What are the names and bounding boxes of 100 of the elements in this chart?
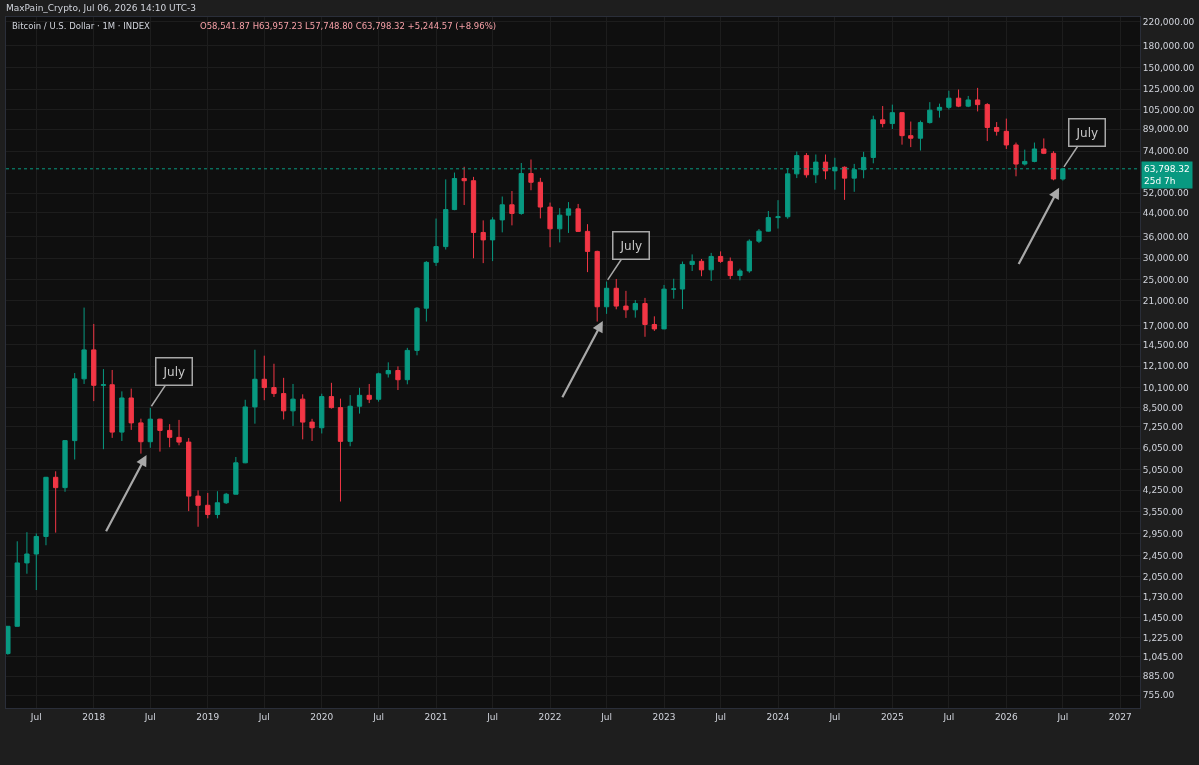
candlestick (195, 489, 201, 528)
candlestick (565, 201, 572, 234)
candlestick (984, 102, 990, 142)
y-tick-label: 52,000.00 (1142, 188, 1189, 199)
x-tick-label: Jul (257, 711, 270, 722)
candlestick (480, 219, 486, 264)
candlestick (584, 223, 591, 273)
candlestick (233, 456, 239, 495)
candlestick (347, 394, 353, 447)
y-tick-label: 89,000.00 (1142, 124, 1189, 135)
candlestick (356, 387, 363, 415)
y-tick-label: 3,550.00 (1142, 506, 1184, 517)
candlestick (994, 121, 1000, 137)
candlestick (157, 418, 163, 453)
candlestick (775, 199, 781, 230)
y-tick-label: 8,500.00 (1142, 403, 1184, 414)
annotation: July (619, 238, 643, 253)
candlestick (461, 166, 467, 206)
candlestick (53, 470, 59, 534)
candlestick (366, 383, 372, 404)
candlestick (803, 152, 810, 179)
y-tick-label: 21,000.00 (1142, 295, 1189, 306)
x-tick-label: Jul (29, 711, 42, 722)
y-tick-label: 1,045.00 (1142, 651, 1184, 662)
candlestick (927, 101, 933, 125)
candlestick (186, 437, 192, 512)
y-tick-label: 1,730.00 (1142, 591, 1184, 602)
candlestick (1013, 142, 1019, 177)
x-tick-label: 2023 (652, 711, 676, 722)
candlestick (109, 369, 115, 439)
x-tick-label: 2019 (196, 711, 220, 722)
candlestick (613, 278, 619, 310)
y-tick-label: 2,050.00 (1142, 571, 1184, 582)
y-tick-label: 1,225.00 (1142, 632, 1184, 643)
candlestick (1003, 118, 1009, 150)
candlestick (717, 250, 724, 264)
x-tick-label: Jul (1056, 711, 1069, 722)
y-tick-label: 180,000.00 (1142, 40, 1195, 51)
y-tick-label: 10,100.00 (1142, 382, 1189, 393)
candlestick (917, 120, 924, 152)
y-tick-label: 12,100.00 (1142, 361, 1189, 372)
annotation: O58,541.87 H63,957.23 L57,748.80 C63,798.32 +5,244.57 (+8.96%) (200, 21, 497, 31)
candlestick (489, 216, 496, 262)
candlestick (822, 154, 829, 180)
x-tick-label: Jul (600, 711, 612, 722)
y-tick-label: 30,000.00 (1142, 253, 1189, 264)
candlestick (594, 250, 600, 323)
y-tick-label: 150,000.00 (1142, 62, 1195, 73)
candlestick (138, 418, 144, 455)
x-tick-label: 2018 (82, 711, 106, 722)
candlestick (91, 323, 97, 402)
annotation: July (162, 364, 186, 379)
x-tick-label: 2027 (1108, 711, 1132, 722)
candlestick (737, 268, 743, 281)
candlestick (765, 210, 771, 233)
candlestick (632, 299, 638, 319)
y-tick-label: 220,000.00 (1142, 17, 1195, 28)
x-tick-label: Jul (372, 711, 385, 722)
candlestick (81, 307, 87, 385)
candlestick (974, 87, 981, 112)
x-tick-label: 2025 (880, 711, 904, 722)
x-tick-label: Jul (942, 711, 955, 722)
candlestick (147, 407, 153, 449)
candlestick (423, 260, 430, 323)
candlestick (176, 419, 182, 446)
x-tick-label: 2021 (424, 711, 448, 722)
candlestick (841, 165, 848, 201)
candlestick (214, 490, 221, 519)
candlestick (1041, 137, 1047, 155)
candlestick (375, 372, 382, 403)
candlestick (509, 190, 515, 226)
candlestick (271, 363, 277, 398)
candlestick (414, 306, 420, 356)
candlestick (433, 218, 439, 267)
candlestick (300, 393, 306, 440)
candlestick (756, 228, 762, 244)
candlestick (328, 382, 335, 410)
y-tick-label: 25,000.00 (1142, 275, 1189, 286)
candlestick (603, 281, 610, 315)
candlestick (443, 178, 449, 251)
x-tick-label: Jul (828, 711, 841, 722)
candlestick (223, 492, 229, 505)
candlestick (575, 203, 581, 233)
candlestick (547, 202, 553, 248)
candlestick (62, 439, 68, 493)
candlestick (698, 258, 705, 277)
candlestick (880, 105, 886, 128)
candlestick (43, 476, 49, 546)
candlestick (395, 365, 401, 391)
candlestick (746, 238, 752, 274)
ref-line-label: 63,798.32 25d 7h (1144, 164, 1190, 186)
candlestick (899, 111, 905, 146)
candlestick (623, 290, 629, 319)
y-tick-label: 885.00 (1142, 671, 1175, 682)
candlestick (24, 531, 30, 575)
candlestick (689, 253, 695, 272)
candlestick (14, 540, 20, 627)
y-tick-label: 14,500.00 (1142, 339, 1189, 350)
candlestick (470, 176, 477, 259)
candlestick (451, 172, 458, 211)
